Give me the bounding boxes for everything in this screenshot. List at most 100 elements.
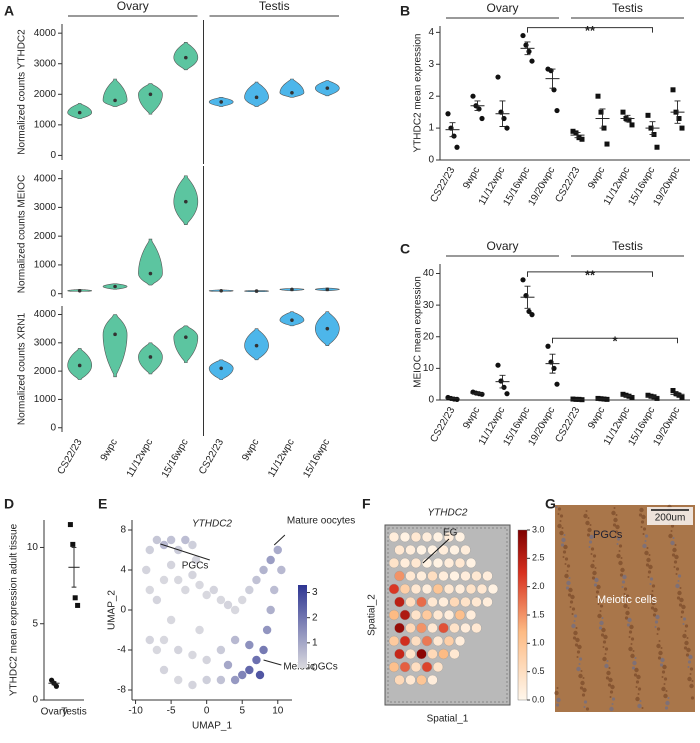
texture: [650, 577, 653, 580]
texture: [557, 524, 561, 528]
texture: [609, 667, 611, 669]
texture: [692, 680, 694, 682]
x-tick-label: -5: [167, 706, 176, 717]
texture: [642, 544, 646, 548]
texture: [602, 657, 606, 661]
texture: [642, 707, 644, 709]
texture: [670, 541, 674, 545]
cell-point: [217, 596, 225, 604]
y-tick-label: 1000: [34, 394, 57, 405]
point: [75, 603, 80, 608]
texture: [678, 574, 681, 577]
y-tick-label: 2000: [34, 231, 57, 242]
texture: [634, 668, 638, 672]
texture: [597, 614, 601, 618]
texture: [621, 557, 623, 559]
spot: [455, 558, 465, 568]
spot: [411, 584, 421, 594]
texture: [563, 556, 565, 558]
texture: [635, 697, 639, 701]
cell-point: [259, 566, 267, 574]
texture: [565, 563, 567, 565]
texture: [663, 694, 667, 698]
texture: [629, 625, 633, 629]
point: [454, 397, 459, 402]
texture: [673, 537, 675, 539]
spot: [433, 532, 443, 542]
median-dot: [184, 335, 188, 339]
texture: [641, 526, 643, 528]
colorbar-label: 3: [312, 587, 318, 598]
cell-point: [231, 636, 239, 644]
texture: [578, 674, 582, 678]
x-tick-label: CS22/23: [428, 165, 457, 205]
texture: [604, 664, 608, 668]
texture: [608, 678, 612, 682]
texture: [574, 620, 576, 622]
leader-line: [160, 544, 209, 560]
y-tick-label: -4: [117, 645, 126, 656]
texture: [564, 534, 566, 536]
texture: [690, 667, 693, 670]
y-axis-label: Normalized counts MEIOC: [17, 175, 28, 293]
colorbar: [518, 530, 527, 700]
texture: [646, 558, 650, 562]
texture: [563, 545, 567, 549]
cell-point: [167, 536, 175, 544]
texture: [610, 685, 614, 689]
texture: [556, 698, 560, 702]
texture: [655, 626, 657, 628]
texture: [566, 581, 570, 585]
group-label: Testis: [259, 0, 290, 13]
spot: [389, 610, 399, 620]
texture: [601, 628, 605, 632]
texture: [668, 697, 670, 699]
annotation: Meiotic GCs: [283, 662, 337, 673]
texture: [668, 534, 672, 538]
median-dot: [113, 285, 117, 289]
texture: [620, 568, 624, 572]
spot: [417, 571, 427, 581]
x-tick-label: Testis: [61, 707, 87, 718]
texture: [674, 560, 677, 563]
cell-point: [195, 581, 203, 589]
spot: [466, 584, 476, 594]
texture: [688, 655, 692, 659]
group-label: Ovary: [117, 0, 149, 13]
texture: [596, 585, 600, 589]
point: [68, 522, 73, 527]
texture: [659, 640, 661, 642]
texture: [572, 613, 574, 615]
texture: [554, 691, 558, 695]
spot: [389, 584, 399, 594]
violin: [138, 239, 162, 285]
spot: [428, 571, 438, 581]
median-dot: [255, 96, 259, 100]
cell-point: [256, 671, 264, 679]
texture: [617, 543, 619, 545]
y-tick-label: 0: [50, 150, 56, 161]
y-tick-label: 4000: [34, 173, 57, 184]
texture: [570, 606, 572, 608]
colorbar-label: 2: [312, 612, 318, 623]
texture: [592, 571, 596, 575]
x-tick-label: 9wpc: [461, 405, 482, 431]
texture: [681, 605, 685, 609]
median-dot: [219, 366, 223, 370]
point: [621, 110, 626, 115]
annotation: Meiotic cells: [597, 594, 657, 606]
x-tick-label: 11/12wpc: [125, 437, 156, 479]
cell-point: [153, 646, 161, 654]
spot: [444, 610, 454, 620]
texture: [681, 616, 683, 618]
texture: [624, 587, 627, 590]
spot: [450, 623, 460, 633]
point: [630, 122, 635, 127]
spot: [400, 532, 410, 542]
texture: [574, 614, 577, 617]
median-dot: [78, 289, 82, 293]
spot: [417, 649, 427, 659]
y-tick-label: 1000: [34, 260, 57, 271]
median-dot: [78, 111, 82, 115]
annotation: PGCs: [182, 561, 209, 572]
